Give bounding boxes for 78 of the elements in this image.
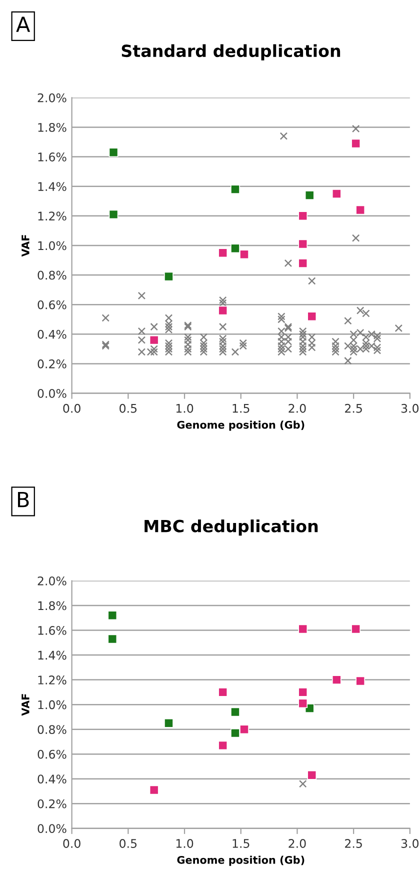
point xyxy=(356,676,366,686)
x-tick-label: 3.0 xyxy=(401,839,419,848)
point xyxy=(230,184,240,194)
point xyxy=(164,272,174,282)
point xyxy=(164,718,174,728)
y-tick-label: 0.2% xyxy=(38,359,66,368)
point xyxy=(230,728,240,738)
y-tick-label: 1.8% xyxy=(38,122,66,132)
point xyxy=(298,211,308,221)
x-tick-label: 1.0 xyxy=(176,839,194,848)
point xyxy=(298,239,308,249)
y-tick-label: 1.6% xyxy=(38,626,66,635)
y-tick-label: 1.4% xyxy=(38,182,66,191)
point xyxy=(356,205,366,215)
y-tick-label: 1.2% xyxy=(38,676,66,684)
x-tick-label: 0.5 xyxy=(120,404,137,413)
y-tick-label: 2.0% xyxy=(38,576,66,586)
point xyxy=(307,770,317,780)
x-tick-label: 2.5 xyxy=(345,839,362,848)
y-axis-title: VAF xyxy=(22,235,30,257)
x-axis-title: Genome position (Gb) xyxy=(177,420,304,431)
y-tick-label: 2.0% xyxy=(38,93,66,102)
point xyxy=(298,687,308,697)
point xyxy=(240,724,249,734)
y-tick-label: 0.4% xyxy=(38,330,66,339)
y-tick-label: 0.8% xyxy=(38,270,66,280)
point xyxy=(332,189,342,198)
x-tick-label: 2.0 xyxy=(288,404,306,413)
x-tick-label: 1.5 xyxy=(232,839,250,848)
point xyxy=(149,335,159,345)
point xyxy=(218,306,228,316)
x-tick-label: 0.0 xyxy=(63,404,80,413)
point xyxy=(230,707,240,717)
y-tick-label: 1.0% xyxy=(38,700,66,710)
point xyxy=(108,148,118,158)
point xyxy=(108,210,118,220)
x-tick-label: 2.5 xyxy=(345,404,362,413)
y-tick-label: 0.2% xyxy=(38,799,66,808)
point xyxy=(218,687,228,697)
y-tick-label: 0.0% xyxy=(38,824,66,834)
point xyxy=(218,740,228,750)
point xyxy=(108,634,118,644)
point xyxy=(298,258,308,268)
y-tick-label: 1.4% xyxy=(38,650,66,660)
point xyxy=(351,624,361,634)
point xyxy=(298,624,308,634)
point xyxy=(298,780,307,788)
point xyxy=(108,610,118,620)
y-tick-label: 1.6% xyxy=(38,152,66,162)
point xyxy=(218,248,228,258)
y-tick-label: 0.6% xyxy=(38,300,66,310)
y-tick-label: 0.0% xyxy=(38,388,66,398)
x-tick-label: 2.0 xyxy=(288,839,306,848)
chart-title: Standard deduplication xyxy=(122,44,340,60)
point xyxy=(149,785,159,795)
point xyxy=(240,250,249,260)
x-tick-label: 3.0 xyxy=(401,404,419,413)
y-tick-label: 0.6% xyxy=(38,750,66,759)
x-tick-label: 0.0 xyxy=(63,839,80,848)
x-tick-label: 0.5 xyxy=(120,839,137,848)
y-tick-label: 1.8% xyxy=(38,601,66,610)
chart-title: MBC deduplication xyxy=(144,519,318,536)
y-tick-label: 0.8% xyxy=(38,725,66,734)
y-axis-title: VAF xyxy=(22,694,30,716)
point xyxy=(332,675,342,685)
x-axis-title: Genome position (Gb) xyxy=(177,856,304,866)
x-tick-label: 1.0 xyxy=(176,404,194,413)
text: B xyxy=(18,492,29,508)
point xyxy=(307,312,317,322)
point xyxy=(298,698,308,708)
point xyxy=(304,190,314,200)
y-tick-label: 0.4% xyxy=(38,774,66,784)
x-tick-label: 1.5 xyxy=(232,404,250,413)
y-tick-label: 1.0% xyxy=(38,241,66,250)
point xyxy=(230,244,240,254)
text: A xyxy=(16,16,30,32)
y-tick-label: 1.2% xyxy=(38,212,66,221)
point xyxy=(351,138,361,148)
